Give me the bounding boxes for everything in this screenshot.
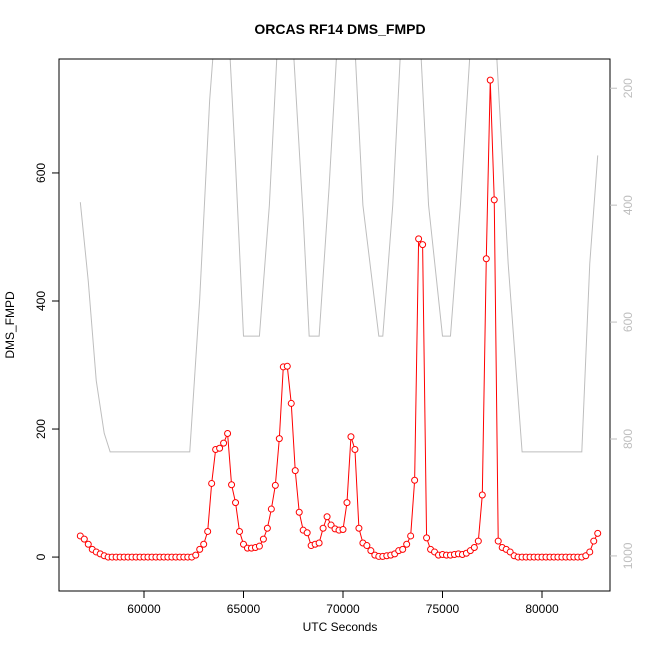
y-axis-label: DMS_FMPD [3, 291, 17, 359]
data-point [407, 532, 415, 540]
data-point [399, 545, 407, 553]
y-tick-label: 400 [34, 291, 48, 311]
x-tick-label: 75000 [426, 602, 460, 616]
x-tick-label: 80000 [525, 602, 559, 616]
data-point [490, 196, 498, 204]
data-point [423, 534, 431, 542]
y-tick-label: 200 [34, 419, 48, 439]
y2-tick-label: 400 [621, 195, 635, 215]
data-point [267, 505, 275, 513]
data-point [271, 481, 279, 489]
data-point [196, 545, 204, 553]
data-point [470, 543, 478, 551]
data-point [367, 547, 375, 555]
x-axis-label: UTC Seconds [303, 620, 378, 634]
data-point [319, 524, 327, 532]
data-point [363, 542, 371, 550]
plot-area [76, 59, 602, 561]
data-point [586, 548, 594, 556]
data-point [275, 435, 283, 443]
x-tick-label: 60000 [127, 602, 161, 616]
data-point [415, 235, 423, 243]
data-point [259, 535, 267, 543]
data-point [494, 537, 502, 545]
data-point [403, 540, 411, 548]
data-point [228, 481, 236, 489]
data-point [482, 255, 490, 263]
data-point [283, 362, 291, 370]
data-point [204, 527, 212, 535]
data-point [347, 433, 355, 441]
chart-title: ORCAS RF14 DMS_FMPD [254, 21, 425, 37]
data-point [220, 439, 228, 447]
data-point [303, 529, 311, 537]
data-point [84, 540, 92, 548]
data-point [80, 535, 88, 543]
data-point [419, 241, 427, 249]
data-point [255, 542, 263, 550]
data-point [208, 479, 216, 487]
data-point [291, 467, 299, 475]
data-point [236, 527, 244, 535]
data-point [355, 524, 363, 532]
data-point [351, 446, 359, 454]
y2-tick-label: 800 [621, 429, 635, 449]
data-point [343, 499, 351, 507]
series-line [79, 59, 599, 453]
data-point [478, 491, 486, 499]
y2-tick-label: 1000 [621, 542, 635, 569]
data-point [339, 526, 347, 534]
y-tick-label: 600 [34, 163, 48, 183]
data-point [216, 444, 224, 452]
data-point [594, 529, 602, 537]
y2-tick-label: 600 [621, 312, 635, 332]
x-tick-label: 70000 [326, 602, 360, 616]
plot-frame [58, 58, 611, 592]
data-point [263, 524, 271, 532]
data-point [287, 399, 295, 407]
x-tick-label: 65000 [227, 602, 261, 616]
y-tick-label: 0 [34, 553, 48, 560]
data-point [323, 513, 331, 521]
data-point [192, 551, 200, 559]
data-point [411, 476, 419, 484]
data-point [295, 508, 303, 516]
data-point [315, 539, 323, 547]
data-point [200, 540, 208, 548]
data-point [474, 537, 482, 545]
data-point [232, 499, 240, 507]
data-point [486, 76, 494, 84]
data-point [590, 537, 598, 545]
data-point [224, 430, 232, 438]
y2-tick-label: 200 [621, 78, 635, 98]
